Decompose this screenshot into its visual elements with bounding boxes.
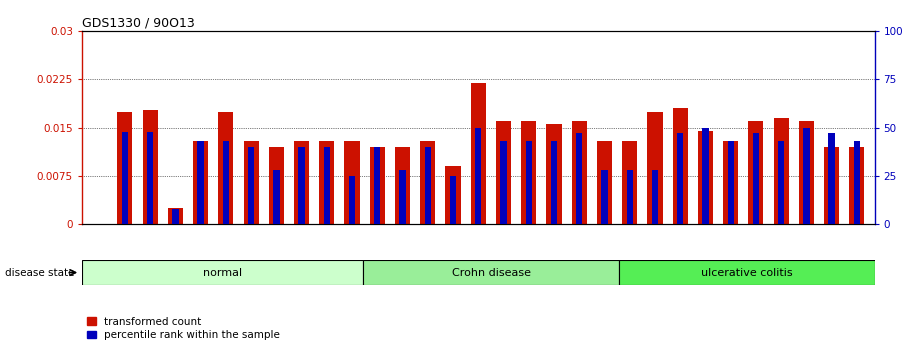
Bar xyxy=(193,140,209,224)
Bar xyxy=(651,170,658,224)
Bar xyxy=(172,209,179,224)
Bar xyxy=(344,140,360,224)
Bar xyxy=(496,121,511,224)
Bar xyxy=(828,134,834,224)
Text: ulcerative colitis: ulcerative colitis xyxy=(701,268,793,277)
Bar xyxy=(248,147,254,224)
Bar xyxy=(198,141,204,224)
Bar xyxy=(476,128,481,224)
Bar xyxy=(799,121,814,224)
Bar xyxy=(168,208,183,224)
Bar xyxy=(294,140,309,224)
Bar xyxy=(471,82,486,224)
Bar xyxy=(854,141,860,224)
Bar xyxy=(526,141,532,224)
Bar xyxy=(142,110,158,224)
Bar xyxy=(576,134,582,224)
Bar xyxy=(601,170,608,224)
Bar xyxy=(551,141,558,224)
Bar xyxy=(82,260,363,285)
Bar xyxy=(728,141,734,224)
Text: normal: normal xyxy=(203,268,242,277)
Bar xyxy=(118,111,132,224)
Bar xyxy=(824,147,839,224)
Bar xyxy=(648,111,662,224)
Bar xyxy=(395,147,410,224)
Bar xyxy=(243,140,259,224)
Bar xyxy=(299,147,305,224)
Bar xyxy=(219,111,233,224)
Bar xyxy=(399,170,405,224)
Bar xyxy=(122,131,128,224)
Bar xyxy=(269,147,284,224)
Bar xyxy=(349,176,355,224)
Bar xyxy=(445,166,461,224)
Bar xyxy=(723,140,738,224)
Text: Crohn disease: Crohn disease xyxy=(452,268,530,277)
Bar xyxy=(374,147,381,224)
Bar xyxy=(547,125,561,224)
Bar xyxy=(622,140,638,224)
Bar xyxy=(500,141,507,224)
Bar xyxy=(370,147,384,224)
Bar xyxy=(677,134,683,224)
Bar xyxy=(222,141,229,224)
Bar xyxy=(147,131,153,224)
Bar xyxy=(698,131,713,224)
Bar xyxy=(804,128,810,224)
Bar xyxy=(597,140,612,224)
Text: GDS1330 / 90O13: GDS1330 / 90O13 xyxy=(82,17,195,30)
Bar xyxy=(752,134,759,224)
Legend: transformed count, percentile rank within the sample: transformed count, percentile rank withi… xyxy=(87,317,280,340)
Bar xyxy=(323,147,330,224)
Bar xyxy=(363,260,619,285)
Bar xyxy=(425,147,431,224)
Bar xyxy=(702,128,709,224)
Bar xyxy=(521,121,537,224)
Bar xyxy=(619,260,875,285)
Bar xyxy=(319,140,334,224)
Bar xyxy=(572,121,587,224)
Bar xyxy=(450,176,456,224)
Bar xyxy=(672,108,688,224)
Bar xyxy=(748,121,763,224)
Text: disease state: disease state xyxy=(5,268,74,277)
Bar xyxy=(773,118,789,224)
Bar xyxy=(420,140,435,224)
Bar xyxy=(849,147,865,224)
Bar xyxy=(627,170,633,224)
Bar xyxy=(273,170,280,224)
Bar xyxy=(778,141,784,224)
